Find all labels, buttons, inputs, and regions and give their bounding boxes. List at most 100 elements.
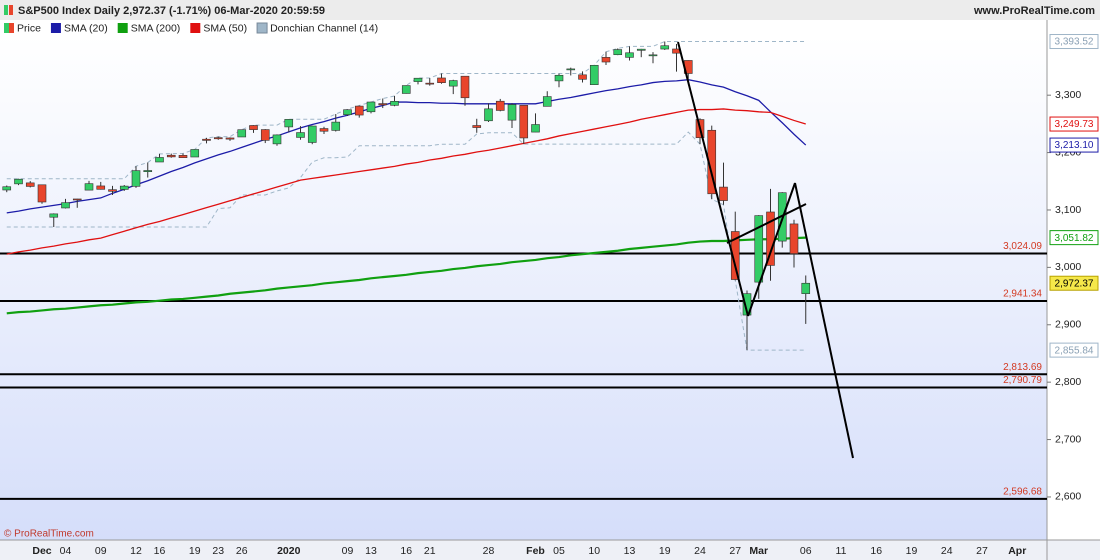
level-label: 2,941.34 (1003, 289, 1042, 300)
copyright: © ProRealTime.com (4, 529, 94, 540)
x-tick-label: 24 (941, 545, 953, 557)
y-tick-label: 3,100 (1055, 204, 1081, 216)
x-tick-label: 04 (60, 545, 72, 557)
level-label: 3,024.09 (1003, 241, 1042, 252)
x-tick-label: 12 (130, 545, 142, 557)
x-tick-label: 16 (400, 545, 412, 557)
candle-body (49, 213, 59, 218)
legend-swatch (9, 23, 14, 33)
candle-body (155, 157, 164, 163)
candle-body (213, 137, 223, 140)
value-badge-label: 3,249.73 (1055, 119, 1094, 130)
x-tick-label: 2020 (277, 545, 301, 557)
title-icon (9, 5, 13, 15)
x-tick-label: 09 (95, 545, 107, 557)
candle-body (801, 282, 811, 294)
legend-swatch (117, 23, 128, 33)
x-tick-label: Feb (526, 545, 545, 557)
candle-body (272, 134, 282, 145)
candle-body (296, 132, 305, 138)
value-badge-label: 3,213.10 (1055, 140, 1094, 151)
candle-body (589, 64, 599, 85)
x-tick-label: Dec (32, 545, 51, 557)
y-tick-label: 2,900 (1055, 319, 1081, 331)
candle-body (378, 103, 388, 106)
trend-line (726, 203, 807, 244)
legend-swatch (190, 23, 201, 33)
x-tick-label: Apr (1008, 545, 1026, 557)
trend-line (747, 182, 796, 317)
candle-body (354, 105, 364, 116)
y-tick-label: 3,000 (1055, 261, 1081, 273)
legend-swatch (4, 23, 9, 33)
x-tick-label: 16 (870, 545, 882, 557)
candle-body (96, 185, 106, 190)
x-tick-label: 05 (553, 545, 565, 557)
candle-body (437, 77, 446, 83)
value-badge (1049, 275, 1099, 291)
legend: Price SMA (20) SMA (200) SMA (50) Donchian C… (4, 22, 378, 34)
candle-body (84, 183, 94, 191)
candle-body (413, 77, 423, 82)
x-tick-label: 27 (976, 545, 988, 557)
candle-body (390, 101, 399, 106)
candle-body (178, 155, 188, 158)
candle-body (14, 178, 23, 185)
value-badge (1049, 230, 1099, 246)
candle-body (578, 74, 587, 80)
x-tick-label: 26 (236, 545, 248, 557)
x-tick-label: 19 (659, 545, 671, 557)
candle-body (730, 231, 740, 280)
candle-body (2, 186, 12, 191)
x-axis-bar (0, 540, 1100, 560)
candle-body (648, 54, 658, 57)
candle-body (472, 125, 482, 128)
x-tick-label: 11 (836, 545, 847, 557)
trend-lines (677, 41, 854, 459)
title-icon (4, 5, 8, 15)
candle-body (519, 105, 529, 139)
value-badge-label: 3,051.82 (1055, 233, 1094, 244)
candle-body (131, 170, 141, 187)
candle-body (143, 170, 153, 172)
candle-body (343, 109, 352, 116)
legend-label: SMA (200) (131, 22, 181, 34)
candle-body (660, 45, 670, 50)
x-tick-label: 13 (365, 545, 377, 557)
candle-body (202, 138, 211, 141)
value-badge-label: 3,393.52 (1055, 37, 1094, 48)
sma-line (6, 236, 806, 315)
candle-body (531, 124, 540, 133)
x-tick-label: 06 (800, 545, 812, 557)
candle-body (307, 125, 317, 143)
candle-body (507, 104, 517, 121)
value-badge (1049, 116, 1099, 132)
x-tick-label: 24 (694, 545, 706, 557)
x-tick-label: 16 (154, 545, 166, 557)
candle-body (789, 223, 799, 254)
candle-body (601, 57, 611, 63)
x-tick-label: 28 (483, 545, 495, 557)
source: www.ProRealTime.com (973, 5, 1095, 17)
candle-body (249, 125, 258, 130)
y-tick-label: 3,300 (1055, 89, 1081, 101)
candle-body (190, 149, 200, 158)
candle-body (119, 185, 129, 190)
candle-body (37, 184, 47, 203)
header-bar (0, 0, 1100, 20)
legend-label: Donchian Channel (14) (270, 22, 378, 34)
axis-area: 2,6002,7002,8002,9003,0003,1003,2003,300… (32, 34, 1099, 557)
value-badge (1049, 34, 1099, 50)
legend-swatch (50, 23, 61, 33)
sma-line (6, 108, 806, 255)
candle-body (636, 48, 646, 51)
candle-body (754, 215, 764, 283)
candle-body (225, 137, 235, 140)
legend-label: Price (17, 22, 41, 34)
candle-body (401, 85, 411, 94)
candle-body (625, 52, 634, 58)
candle-body (425, 82, 435, 85)
candle-body (61, 202, 70, 209)
y-tick-label: 2,600 (1055, 491, 1081, 503)
